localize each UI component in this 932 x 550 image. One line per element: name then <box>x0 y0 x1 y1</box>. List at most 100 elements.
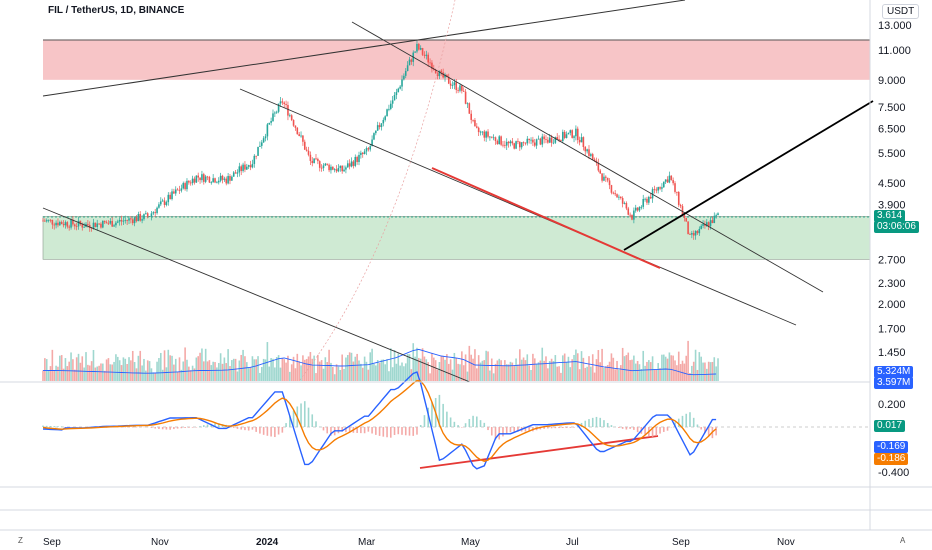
volume-bar <box>131 350 134 381</box>
macd-hist-bar <box>404 427 407 436</box>
candle-body <box>668 175 671 183</box>
volume-bar <box>685 355 688 381</box>
candle-body <box>633 210 635 220</box>
volume-bar <box>307 356 310 381</box>
volume-bar <box>49 366 52 381</box>
candle-body <box>309 154 312 161</box>
candle-body <box>419 48 422 50</box>
candle-body <box>96 223 99 227</box>
candle-body <box>223 178 226 180</box>
timezone-icon[interactable]: Z <box>18 536 23 545</box>
macd-hist-bar <box>595 416 598 427</box>
red-support-line <box>431 167 661 269</box>
candle-body <box>156 207 158 214</box>
volume-bar <box>618 369 620 381</box>
time-tick-label: Sep <box>43 537 61 548</box>
macd-hist-bar <box>606 422 609 427</box>
candle-body <box>386 109 388 117</box>
candle-body <box>322 165 325 169</box>
candle-body <box>274 112 276 114</box>
volume-bar <box>188 366 190 381</box>
candle-body <box>522 142 525 144</box>
candle-body <box>57 222 59 226</box>
candle-body <box>98 223 100 225</box>
volume-bar <box>294 368 297 381</box>
volume-bar <box>586 366 588 381</box>
volume-bar <box>343 368 345 381</box>
candle-body <box>453 82 456 86</box>
auto-scale-icon[interactable]: A <box>900 536 906 545</box>
volume-bar <box>655 369 658 381</box>
candle-body <box>315 158 317 160</box>
volume-bar <box>416 347 418 381</box>
volume-bar <box>425 359 428 381</box>
price-tick-label: 5.500 <box>878 148 906 160</box>
volume-bar <box>229 366 231 381</box>
macd-hist-bar <box>176 427 179 429</box>
macd-hist-bar <box>188 427 190 428</box>
volume-bar <box>88 365 91 381</box>
volume-bar <box>588 356 590 381</box>
volume-bar <box>563 353 566 381</box>
candle-body <box>328 164 330 171</box>
volume-bar <box>62 368 65 381</box>
macd-hist-bar <box>281 427 284 433</box>
volume-bar <box>253 359 256 381</box>
volume-bar <box>651 356 654 381</box>
candle-body <box>648 196 650 203</box>
volume-bar <box>504 360 506 381</box>
macd-layer <box>42 371 870 470</box>
candle-body <box>169 194 171 200</box>
volume-bar <box>79 362 82 381</box>
macd-hist-bar <box>651 427 654 437</box>
volume-bar <box>148 361 151 381</box>
candle-body <box>231 176 233 181</box>
macd-hist-bar <box>382 427 385 437</box>
volume-bar <box>453 352 456 381</box>
candle-body <box>217 180 220 183</box>
candle-body <box>380 123 383 128</box>
macd-hist-bar <box>326 427 329 434</box>
candle-body <box>614 193 616 195</box>
candle-body <box>578 139 581 143</box>
candle-body <box>562 131 564 142</box>
volume-bar <box>376 359 379 381</box>
volume-bar <box>421 348 424 381</box>
volume-bar <box>530 370 532 381</box>
macd-hist-bar <box>247 427 250 431</box>
volume-bar <box>345 357 347 381</box>
volume-bar <box>464 354 467 381</box>
volume-bar <box>532 353 534 381</box>
volume-bar <box>432 357 435 381</box>
candle-body <box>339 165 342 168</box>
candle-body <box>533 142 536 146</box>
macd-hist-bar <box>165 427 168 430</box>
candle-body <box>580 137 583 143</box>
candle-body <box>569 130 572 133</box>
macd-hist-bar <box>655 427 658 436</box>
volume-bar <box>339 369 342 381</box>
candle-body <box>603 176 605 181</box>
candle-body <box>462 90 465 92</box>
volume-bar <box>296 353 299 381</box>
volume-bar <box>274 367 276 381</box>
volume-bar <box>479 362 482 381</box>
currency-label[interactable]: USDT <box>882 4 920 19</box>
volume-bar <box>135 368 138 381</box>
macd-tick-label: -0.400 <box>878 467 909 479</box>
volume-badge: 5.324M <box>874 366 914 378</box>
candle-body <box>593 159 596 161</box>
candle-body <box>45 220 48 222</box>
candle-body <box>674 183 676 192</box>
candle-body <box>691 233 693 235</box>
volume-bar <box>500 360 502 381</box>
volume-bar <box>449 359 452 381</box>
volume-bar <box>391 367 394 381</box>
candle-body <box>599 170 602 174</box>
candle-body <box>664 179 667 182</box>
candle-body <box>532 139 534 143</box>
candle-body <box>672 180 674 184</box>
candle-body <box>640 206 643 208</box>
macd-hist-bar <box>431 402 433 427</box>
